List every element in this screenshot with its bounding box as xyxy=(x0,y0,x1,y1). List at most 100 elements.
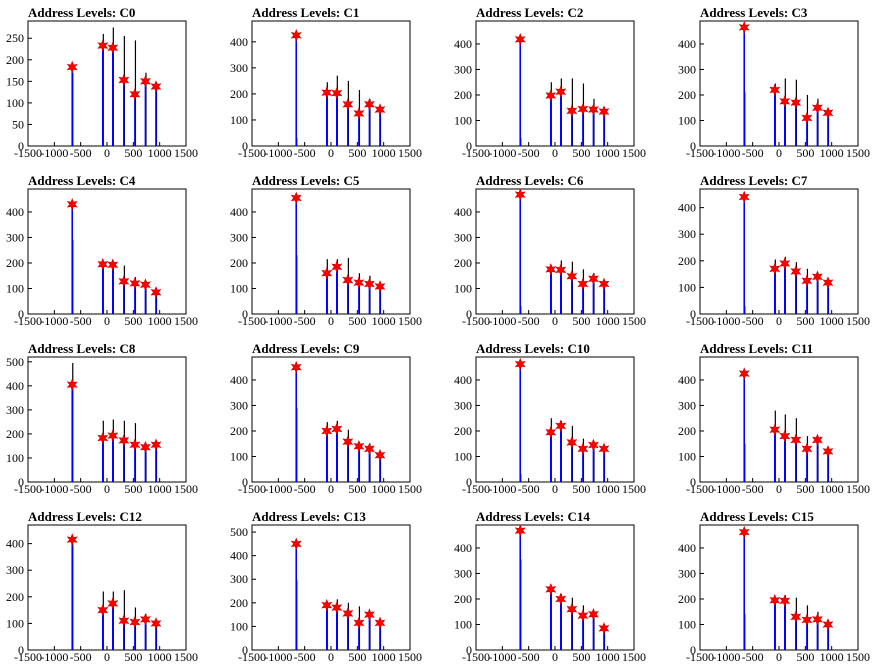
y-tick-label: 300 xyxy=(230,61,248,75)
x-tick: -1500 xyxy=(462,310,490,328)
y-tick: 0 xyxy=(690,475,704,489)
y-tick-label: 400 xyxy=(230,373,248,387)
y-tick: 300 xyxy=(454,62,480,76)
y-tick: 400 xyxy=(678,541,704,555)
y-tick: 0 xyxy=(466,643,480,657)
x-tick: 0 xyxy=(104,310,110,328)
chart-plot: 0 100 200 300 400 -1500-1000 -500 0 500 1000 1500 xyxy=(230,356,422,496)
x-tick: -500 xyxy=(70,478,92,496)
x-tick: -500 xyxy=(742,142,764,160)
x-tick-label: -500 xyxy=(70,650,92,664)
y-tick: 100 xyxy=(454,617,480,631)
x-tick: 1000 xyxy=(148,142,172,160)
y-tick: 0 xyxy=(18,643,32,657)
peak-marker xyxy=(801,613,813,627)
x-tick-label: -1500 xyxy=(462,146,490,160)
x-tick: -1500 xyxy=(14,310,42,328)
y-tick-label: 100 xyxy=(454,281,472,295)
y-tick: 0 xyxy=(242,643,256,657)
x-tick-label: -1000 xyxy=(264,146,292,160)
y-tick: 50 xyxy=(12,117,32,131)
y-tick: 400 xyxy=(230,373,256,387)
chart-panel: Address Levels: C0 0 50 100 150 200 250 -1500 -1… xyxy=(0,0,224,168)
x-tick: -1000 xyxy=(712,478,740,496)
x-tick: 500 xyxy=(124,646,142,664)
x-tick-label: -1500 xyxy=(14,650,42,664)
chart-panel: Address Levels: C15 0 100 200 300 400 -1500 -10… xyxy=(672,504,896,672)
x-tick: -1500 xyxy=(238,646,266,664)
chart-plot: 0 100 200 300 400 -1500-1000 -500 0 500 1000 1500 xyxy=(454,188,646,328)
peak-marker xyxy=(107,41,119,55)
x-tick-label: -1000 xyxy=(712,650,740,664)
peak-marker xyxy=(555,419,567,433)
y-tick: 0 xyxy=(242,307,256,321)
x-tick-label: 1000 xyxy=(148,146,172,160)
x-tick: -1500 xyxy=(462,142,490,160)
x-tick: 500 xyxy=(796,478,814,496)
x-tick: 1500 xyxy=(846,478,870,496)
peak-marker xyxy=(587,607,599,621)
axes-frame xyxy=(251,356,411,483)
y-tick: 100 xyxy=(6,281,32,295)
y-tick: 100 xyxy=(678,113,704,127)
y-tick: 300 xyxy=(678,566,704,580)
x-tick: -500 xyxy=(518,310,540,328)
x-tick-label: 1500 xyxy=(398,314,422,328)
peak-marker xyxy=(129,87,141,101)
peak-marker xyxy=(139,278,151,291)
y-tick: 0 xyxy=(690,139,704,153)
x-tick: -500 xyxy=(294,646,316,664)
x-tick-label: 1500 xyxy=(622,314,646,328)
x-tick: 1500 xyxy=(622,478,646,496)
peak-marker xyxy=(822,445,834,458)
y-tick-label: 0 xyxy=(466,307,472,321)
peak-marker xyxy=(738,190,750,204)
y-tick: 200 xyxy=(678,424,704,438)
y-tick-label: 300 xyxy=(678,566,696,580)
x-tick: -1000 xyxy=(488,646,516,664)
chart-panel: Address Levels: C12 0 100 200 300 400 -1500 -10… xyxy=(0,504,224,672)
x-tick-label: -500 xyxy=(70,314,92,328)
peak-marker xyxy=(811,101,823,115)
axes-frame xyxy=(699,356,859,483)
peak-marker xyxy=(342,435,354,448)
x-tick: 1500 xyxy=(174,142,198,160)
y-tick: 100 xyxy=(678,449,704,463)
x-tick: -1500 xyxy=(686,478,714,496)
x-tick: 1000 xyxy=(820,646,844,664)
chart-plot: 0 100 200 300 400 500 -1500-1000 -500 0 500 1000 15… xyxy=(6,355,198,496)
x-tick-label: 500 xyxy=(348,314,366,328)
y-tick: 0 xyxy=(466,139,480,153)
x-tick-label: 1000 xyxy=(820,482,844,496)
x-tick-label: -1000 xyxy=(40,146,68,160)
chart-title: Address Levels: C14 xyxy=(476,509,590,524)
x-tick: 1500 xyxy=(846,310,870,328)
peak-marker xyxy=(118,434,130,447)
x-tick: 1500 xyxy=(174,478,198,496)
x-tick-label: -1500 xyxy=(462,314,490,328)
x-tick: 1000 xyxy=(372,478,396,496)
x-tick: 1000 xyxy=(820,142,844,160)
peak-marker xyxy=(331,422,343,436)
x-tick: 500 xyxy=(348,142,366,160)
x-tick-label: 500 xyxy=(572,650,590,664)
x-tick-label: -1500 xyxy=(686,650,714,664)
peak-marker xyxy=(150,438,162,452)
x-tick-label: 0 xyxy=(328,650,334,664)
x-tick: -1000 xyxy=(712,646,740,664)
x-tick-label: -1500 xyxy=(14,314,42,328)
chart-panel: Address Levels: C4 0 100 200 300 400 -1500 -100… xyxy=(0,168,224,336)
y-tick-label: 0 xyxy=(690,475,696,489)
chart-panel: Address Levels: C14 0 100 200 300 400 -1500 -10… xyxy=(448,504,672,672)
peak-marker xyxy=(107,429,119,442)
y-tick: 200 xyxy=(678,88,704,102)
x-tick: 0 xyxy=(552,310,558,328)
peak-marker xyxy=(801,442,813,456)
peak-marker xyxy=(555,263,567,277)
peak-marker xyxy=(342,98,354,111)
peak-marker xyxy=(290,537,302,551)
x-tick-label: -500 xyxy=(294,146,316,160)
y-tick-label: 100 xyxy=(6,96,24,110)
y-tick-label: 100 xyxy=(6,451,24,465)
x-tick-label: -500 xyxy=(70,146,92,160)
